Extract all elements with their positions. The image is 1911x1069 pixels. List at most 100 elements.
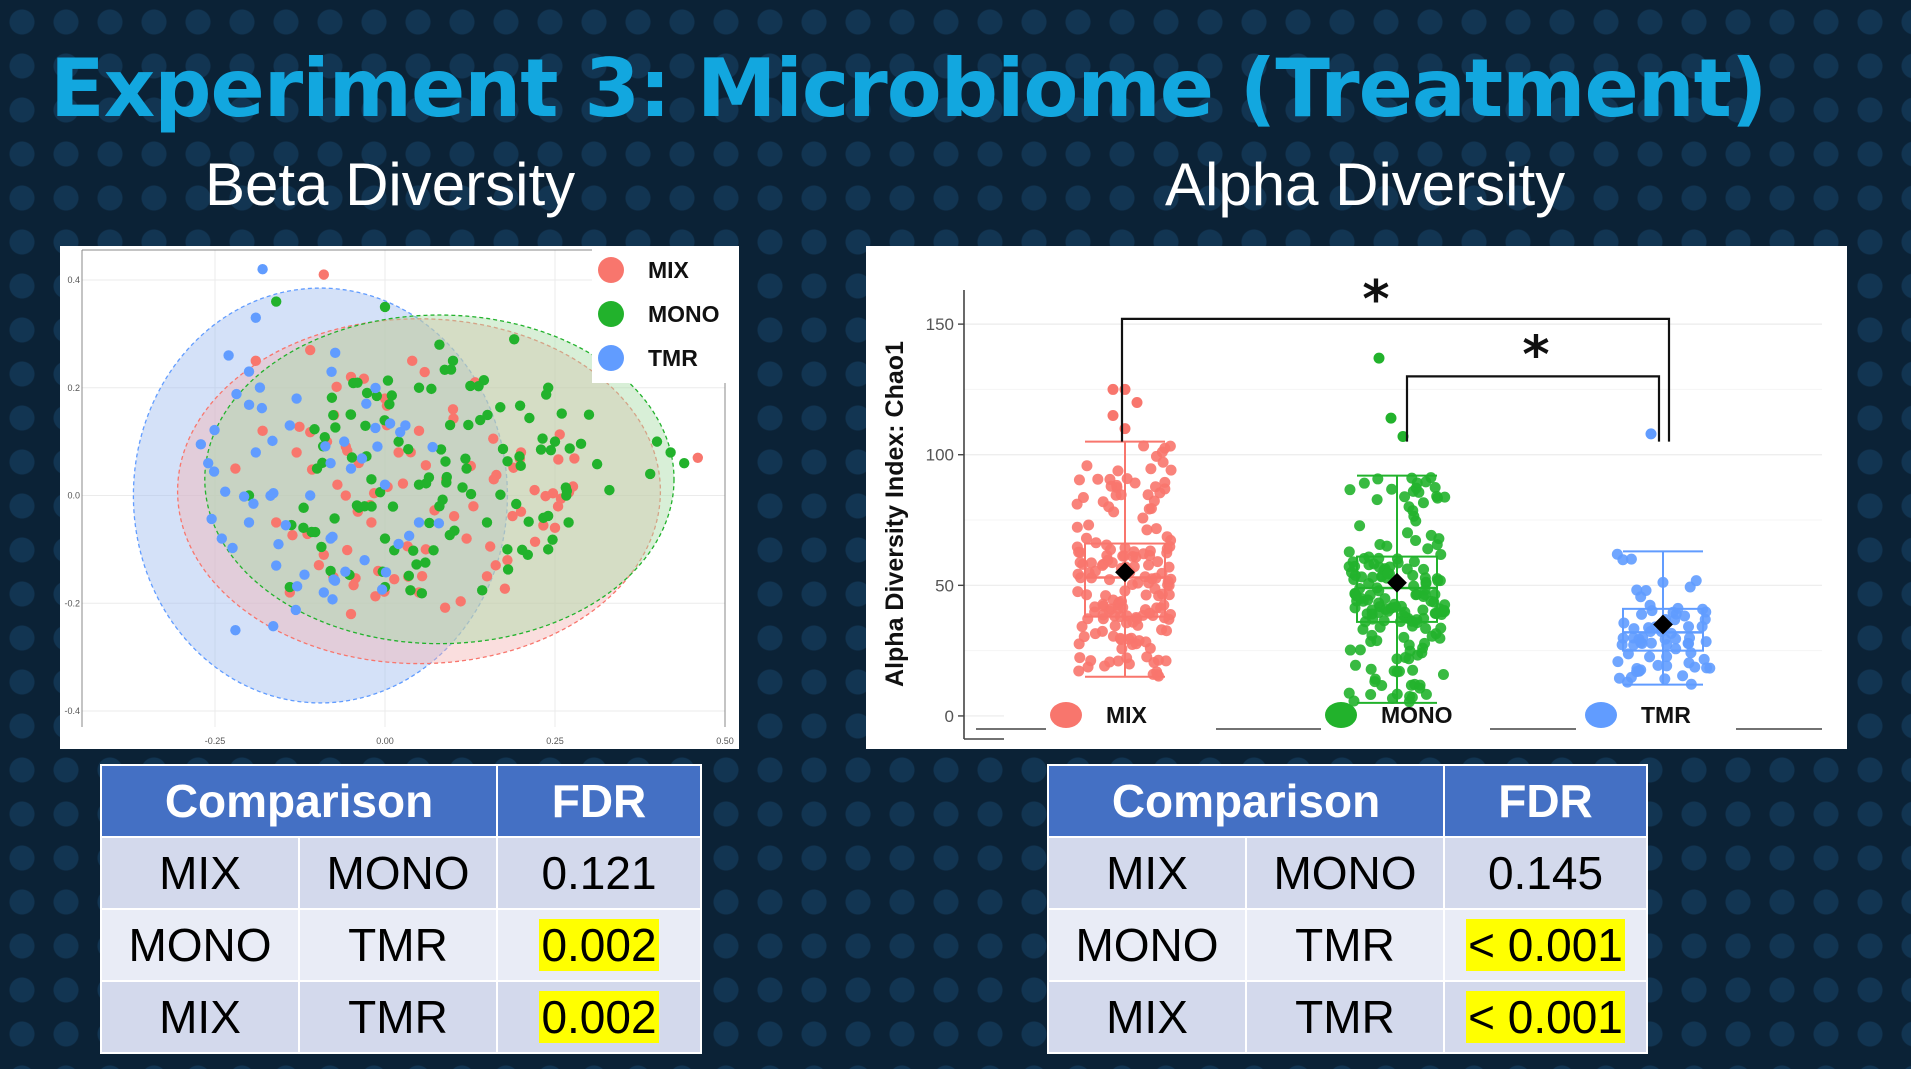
point-mono [542, 510, 554, 522]
point-tmr [209, 424, 220, 436]
point-tmr [1661, 660, 1673, 672]
point-tmr [370, 422, 381, 434]
point-mono [447, 355, 459, 367]
point-mono [1399, 606, 1411, 618]
point-mix [1083, 519, 1095, 531]
point-mono [384, 399, 395, 410]
point-tmr [1685, 647, 1697, 659]
point-tmr [1659, 673, 1671, 685]
point-mix [1154, 487, 1166, 499]
point-mix [407, 355, 418, 367]
point-tmr [254, 382, 266, 393]
point-tmr [1689, 661, 1701, 673]
fdr-cell: 0.145 [1443, 836, 1648, 910]
point-mono [1406, 691, 1418, 703]
point-tmr [318, 587, 329, 598]
point-mono [502, 544, 513, 555]
point-tmr [271, 560, 282, 571]
point-mono [1398, 631, 1410, 643]
point-mono [476, 585, 488, 596]
point-mono [1347, 556, 1359, 568]
group-b-cell: TMR [1245, 980, 1445, 1054]
point-mono [1344, 484, 1356, 496]
point-mix [1163, 561, 1175, 573]
group-a-cell: MONO [1047, 908, 1247, 982]
point-tmr [257, 264, 268, 275]
point-mix [1165, 464, 1177, 476]
header-comparison: Comparison [100, 764, 498, 838]
point-tmr [223, 350, 234, 361]
point-tmr [250, 312, 261, 323]
point-mono [1417, 604, 1429, 616]
point-mono [514, 400, 526, 411]
point-mix [1082, 613, 1094, 625]
point-mono [524, 412, 535, 424]
point-mix [1123, 658, 1135, 670]
point-mix [370, 591, 381, 602]
point-mono [543, 544, 554, 555]
point-mix [1101, 539, 1113, 551]
point-mix [1104, 574, 1116, 586]
point-mix [1152, 556, 1164, 568]
point-tmr [1617, 632, 1629, 644]
point-mono [1378, 615, 1390, 627]
point-mono [393, 436, 404, 447]
legend-marker-mix [1050, 702, 1082, 728]
legend-band [1004, 709, 1822, 749]
point-mono [1354, 644, 1366, 656]
point-mix [345, 608, 357, 620]
y-axis-title: Alpha Diversity Index: Chao1 [881, 341, 909, 687]
point-mix [507, 510, 518, 522]
legend-marker-mono [1325, 702, 1357, 728]
point-mono [1420, 476, 1432, 488]
point-mix [569, 453, 580, 464]
point-mono [426, 383, 437, 395]
point-mono [319, 431, 330, 443]
group-b-cell: TMR [298, 980, 498, 1054]
point-tmr [1661, 651, 1673, 663]
point-mono [1391, 553, 1403, 565]
point-mix [1138, 440, 1150, 452]
point-tmr [384, 418, 396, 429]
point-mono [1420, 622, 1432, 634]
point-mix [1141, 651, 1153, 663]
point-mix [1119, 585, 1131, 597]
point-mono [1369, 676, 1381, 688]
point-mono [645, 468, 656, 480]
y-tick-label: 0.0 [67, 491, 80, 501]
point-mix [420, 544, 431, 555]
point-tmr [380, 567, 392, 578]
point-mix [1081, 460, 1093, 472]
fdr-value-highlighted: < 0.001 [1466, 919, 1625, 971]
point-tmr [195, 439, 207, 450]
point-mono [346, 452, 358, 463]
point-mix [318, 269, 329, 280]
point-tmr [1621, 676, 1633, 688]
point-mono [561, 485, 573, 497]
point-tmr [1670, 643, 1682, 655]
point-tmr [291, 581, 303, 592]
header-fdr: FDR [1443, 764, 1648, 838]
point-mono [545, 444, 557, 456]
point-mix [1072, 568, 1084, 580]
group-a-cell: MIX [1047, 836, 1247, 910]
point-mono [1430, 607, 1442, 619]
point-tmr [1612, 656, 1624, 668]
point-tmr [1631, 584, 1643, 596]
point-mix [499, 583, 511, 594]
group-b-cell: MONO [298, 836, 498, 910]
point-tmr [328, 574, 339, 585]
point-mono [316, 541, 327, 553]
point-mono [547, 534, 558, 545]
legend-label-tmr: TMR [1641, 702, 1691, 728]
ellipse-tmr [132, 287, 509, 704]
point-mix [1161, 531, 1173, 543]
point-tmr [243, 366, 255, 377]
point-mono [1435, 549, 1447, 561]
point-tmr [305, 490, 316, 501]
point-tmr [248, 498, 259, 509]
point-mix [1089, 628, 1101, 640]
y-tick-label: 0.4 [67, 275, 80, 285]
point-tmr [216, 533, 227, 544]
point-mix [447, 404, 459, 415]
